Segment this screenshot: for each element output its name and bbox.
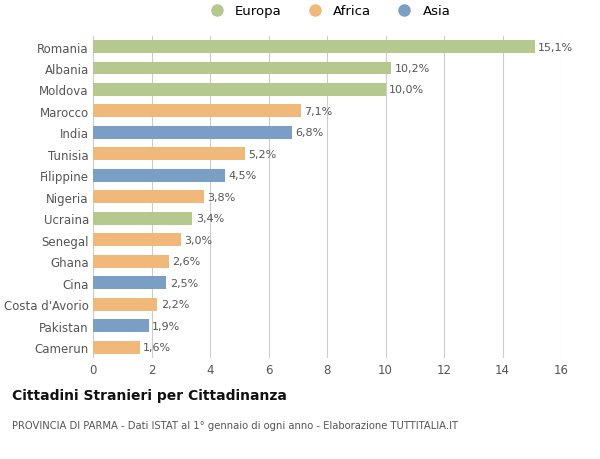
Text: 3,0%: 3,0% (184, 235, 212, 245)
Text: 4,5%: 4,5% (228, 171, 256, 181)
Text: 2,5%: 2,5% (170, 278, 198, 288)
Bar (93, 84, 386, 97)
Text: 15,1%: 15,1% (538, 42, 574, 52)
Bar (93, 169, 224, 182)
Text: Cittadini Stranieri per Cittadinanza: Cittadini Stranieri per Cittadinanza (12, 388, 287, 402)
Bar (93, 148, 245, 161)
Bar (93, 213, 193, 225)
Bar (93, 191, 204, 204)
Text: 2,6%: 2,6% (173, 257, 201, 267)
Bar (93, 127, 292, 140)
Bar (93, 234, 181, 246)
Bar (93, 105, 301, 118)
Bar (93, 41, 535, 54)
Text: 3,4%: 3,4% (196, 214, 224, 224)
Bar (93, 277, 166, 290)
Text: 10,2%: 10,2% (395, 64, 430, 74)
Bar (93, 319, 149, 332)
Text: 1,9%: 1,9% (152, 321, 181, 331)
Text: 2,2%: 2,2% (161, 299, 189, 309)
Text: 7,1%: 7,1% (304, 106, 332, 117)
Text: 1,6%: 1,6% (143, 342, 172, 353)
Bar (93, 341, 140, 354)
Bar (93, 298, 157, 311)
Legend: Europa, Africa, Asia: Europa, Africa, Asia (198, 0, 456, 24)
Text: 6,8%: 6,8% (295, 128, 323, 138)
Text: 5,2%: 5,2% (248, 150, 277, 160)
Bar (93, 255, 169, 268)
Text: PROVINCIA DI PARMA - Dati ISTAT al 1° gennaio di ogni anno - Elaborazione TUTTIT: PROVINCIA DI PARMA - Dati ISTAT al 1° ge… (12, 420, 458, 430)
Text: 10,0%: 10,0% (389, 85, 424, 95)
Text: 3,8%: 3,8% (208, 192, 236, 202)
Bar (93, 62, 391, 75)
